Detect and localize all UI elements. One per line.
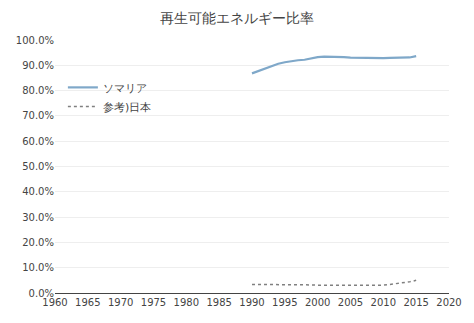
svg-text:40.0%: 40.0% — [22, 186, 54, 197]
svg-text:90.0%: 90.0% — [22, 60, 54, 71]
svg-text:50.0%: 50.0% — [22, 161, 54, 172]
svg-text:1985: 1985 — [206, 297, 231, 308]
svg-text:1975: 1975 — [141, 297, 166, 308]
svg-text:60.0%: 60.0% — [22, 136, 54, 147]
svg-text:20.0%: 20.0% — [22, 237, 54, 248]
svg-text:10.0%: 10.0% — [22, 262, 54, 273]
svg-text:2005: 2005 — [338, 297, 363, 308]
svg-text:1990: 1990 — [239, 297, 264, 308]
svg-text:70.0%: 70.0% — [22, 110, 54, 121]
svg-text:参考)日本: 参考)日本 — [103, 101, 151, 114]
svg-text:1960: 1960 — [42, 297, 67, 308]
svg-text:2015: 2015 — [403, 297, 428, 308]
svg-text:100.0%: 100.0% — [16, 35, 54, 46]
svg-text:1995: 1995 — [272, 297, 297, 308]
svg-text:1970: 1970 — [108, 297, 133, 308]
svg-text:1965: 1965 — [75, 297, 100, 308]
svg-text:2000: 2000 — [305, 297, 330, 308]
svg-text:ソマリア: ソマリア — [103, 82, 147, 95]
svg-text:2020: 2020 — [436, 297, 461, 308]
svg-text:再生可能エネルギー比率: 再生可能エネルギー比率 — [160, 10, 314, 26]
svg-text:2010: 2010 — [371, 297, 396, 308]
svg-text:30.0%: 30.0% — [22, 212, 54, 223]
svg-text:80.0%: 80.0% — [22, 85, 54, 96]
svg-text:0.0%: 0.0% — [29, 288, 54, 299]
svg-text:1980: 1980 — [174, 297, 199, 308]
